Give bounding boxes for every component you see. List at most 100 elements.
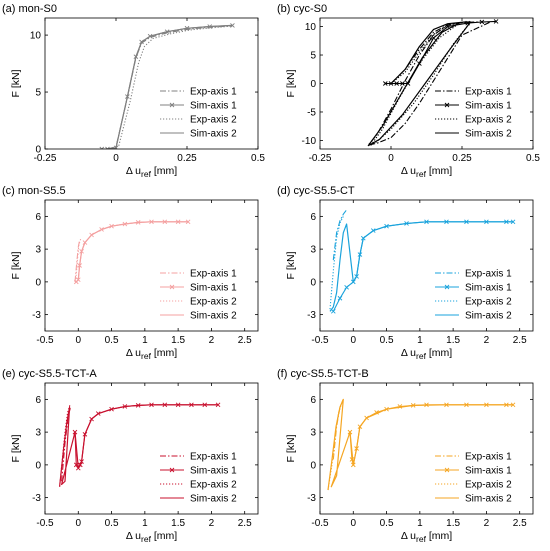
x-tick-label: -0.5 — [311, 335, 329, 346]
y-axis-label: F [kN] — [10, 251, 22, 279]
legend-entry: Sim-axis 1 — [465, 101, 512, 112]
panel-title: (d) cyc-S5.5-CT — [277, 185, 355, 197]
legend-marker — [169, 467, 175, 473]
series-line-4 — [59, 404, 219, 487]
y-axis-label: F [kN] — [285, 434, 297, 462]
y-tick-label: 0 — [310, 79, 316, 90]
x-tick-label: -0.25 — [34, 153, 57, 164]
y-tick-label: -3 — [307, 310, 316, 321]
y-tick-label: 10 — [30, 31, 42, 42]
legend-marker — [444, 102, 450, 108]
x-tick-label: 0.5 — [380, 335, 394, 346]
axes-frame — [319, 199, 534, 332]
x-tick-label: 0 — [76, 335, 82, 346]
plot-area — [59, 402, 221, 487]
x-tick-label: 0.5 — [251, 153, 265, 164]
legend-marker — [169, 102, 175, 108]
y-tick-label: 0 — [35, 277, 41, 288]
series-point — [510, 219, 516, 225]
legend-entry: Exp-axis 2 — [190, 297, 237, 308]
legend-entry: Sim-axis 2 — [465, 494, 512, 505]
y-tick-label: -3 — [32, 310, 41, 321]
plot-area — [327, 398, 516, 491]
y-axis-label: F [kN] — [10, 69, 22, 97]
y-tick-label: -10 — [302, 136, 317, 147]
x-tick-label: 2.5 — [238, 518, 252, 529]
panel-title: (f) cyc-S5.5-TCT-B — [277, 368, 369, 380]
series-point — [230, 23, 235, 28]
x-tick-label: 0 — [76, 518, 82, 529]
legend-entry: Sim-axis 1 — [190, 466, 237, 477]
x-tick-label: 0.25 — [452, 153, 472, 164]
panel-title: (c) mon-S5.5 — [2, 185, 66, 197]
series-point — [510, 402, 516, 408]
series-point — [431, 35, 436, 41]
legend: Exp-axis 1 Sim-axis 1 Exp-axis 2 Sim-axis 2 — [435, 269, 512, 322]
y-tick-label: -3 — [307, 493, 316, 504]
x-axis-label: Δ uref [mm] — [126, 165, 177, 179]
x-tick-label: 1 — [417, 335, 423, 346]
series-point — [394, 81, 399, 86]
panel-title: (a) mon-S0 — [2, 3, 57, 15]
y-tick-label: 3 — [35, 245, 41, 256]
legend-entry: Exp-axis 1 — [190, 87, 237, 98]
legend: Exp-axis 1 Sim-axis 1 Exp-axis 2 Sim-axis 2 — [160, 87, 237, 140]
series-point — [99, 146, 105, 149]
x-tick-label: 0.5 — [526, 153, 540, 164]
x-tick-label: -0.5 — [311, 518, 329, 529]
series-point — [479, 19, 485, 25]
panel-title: (e) cyc-S5.5-TCT-A — [2, 368, 97, 380]
x-tick-label: 2.5 — [238, 335, 252, 346]
series-line-4 — [75, 221, 189, 283]
x-axis-label: Δ uref [mm] — [401, 530, 452, 544]
y-tick-label: 5 — [310, 51, 316, 62]
series-line-2 — [385, 20, 497, 85]
x-axis-label: Δ uref [mm] — [126, 530, 177, 544]
legend: Exp-axis 1 Sim-axis 1 Exp-axis 2 Sim-axis 2 — [160, 452, 237, 505]
axes-frame — [319, 382, 534, 515]
x-axis-label: Δ uref [mm] — [401, 347, 452, 361]
legend-entry: Exp-axis 2 — [465, 115, 512, 126]
legend-entry: Sim-axis 2 — [465, 311, 512, 322]
legend-entry: Sim-axis 2 — [190, 494, 237, 505]
series-point — [400, 81, 405, 86]
series-line-1 — [74, 240, 81, 282]
series-point — [337, 295, 343, 301]
y-tick-label: 6 — [310, 395, 316, 406]
axes-frame — [44, 382, 259, 515]
x-tick-label: 0 — [388, 153, 394, 164]
panel-title: (b) cyc-S0 — [277, 3, 327, 15]
x-axis-label: Δ uref [mm] — [401, 165, 452, 179]
series-line-1 — [367, 21, 491, 146]
legend-entry: Exp-axis 1 — [465, 87, 512, 98]
series-point — [330, 309, 336, 314]
y-tick-label: 3 — [35, 428, 41, 439]
plot-area — [73, 219, 191, 285]
legend-entry: Sim-axis 1 — [465, 466, 512, 477]
legend-marker — [444, 284, 450, 290]
axes-frame — [44, 199, 259, 332]
legend-entry: Exp-axis 2 — [465, 297, 512, 308]
x-tick-label: 0.5 — [105, 335, 119, 346]
series-point — [344, 285, 349, 290]
x-tick-label: 0.5 — [380, 518, 394, 529]
x-tick-label: 0 — [351, 518, 357, 529]
y-tick-label: 0 — [310, 460, 316, 471]
x-axis-label: Δ uref [mm] — [126, 347, 177, 361]
series-point — [105, 146, 110, 149]
x-tick-label: 1.5 — [171, 518, 185, 529]
legend-entry: Exp-axis 1 — [465, 452, 512, 463]
y-axis-label: F [kN] — [285, 69, 297, 97]
chart-panel-6: (f) cyc-S5.5-TCT-B -0.5 0 0.5 1 1.5 2 2.5 -3 0 3 6 F… — [277, 368, 534, 544]
plot-area — [367, 19, 499, 147]
x-tick-label: 2.5 — [513, 518, 527, 529]
y-axis-label: F [kN] — [285, 251, 297, 279]
legend-entry: Exp-axis 1 — [190, 452, 237, 463]
legend-entry: Exp-axis 2 — [190, 115, 237, 126]
axes-frame — [319, 17, 534, 150]
series-point — [383, 81, 388, 86]
x-tick-label: 1 — [142, 518, 148, 529]
legend: Exp-axis 1 Sim-axis 1 Exp-axis 2 Sim-axis 2 — [160, 269, 237, 322]
series-line-4 — [367, 21, 472, 147]
